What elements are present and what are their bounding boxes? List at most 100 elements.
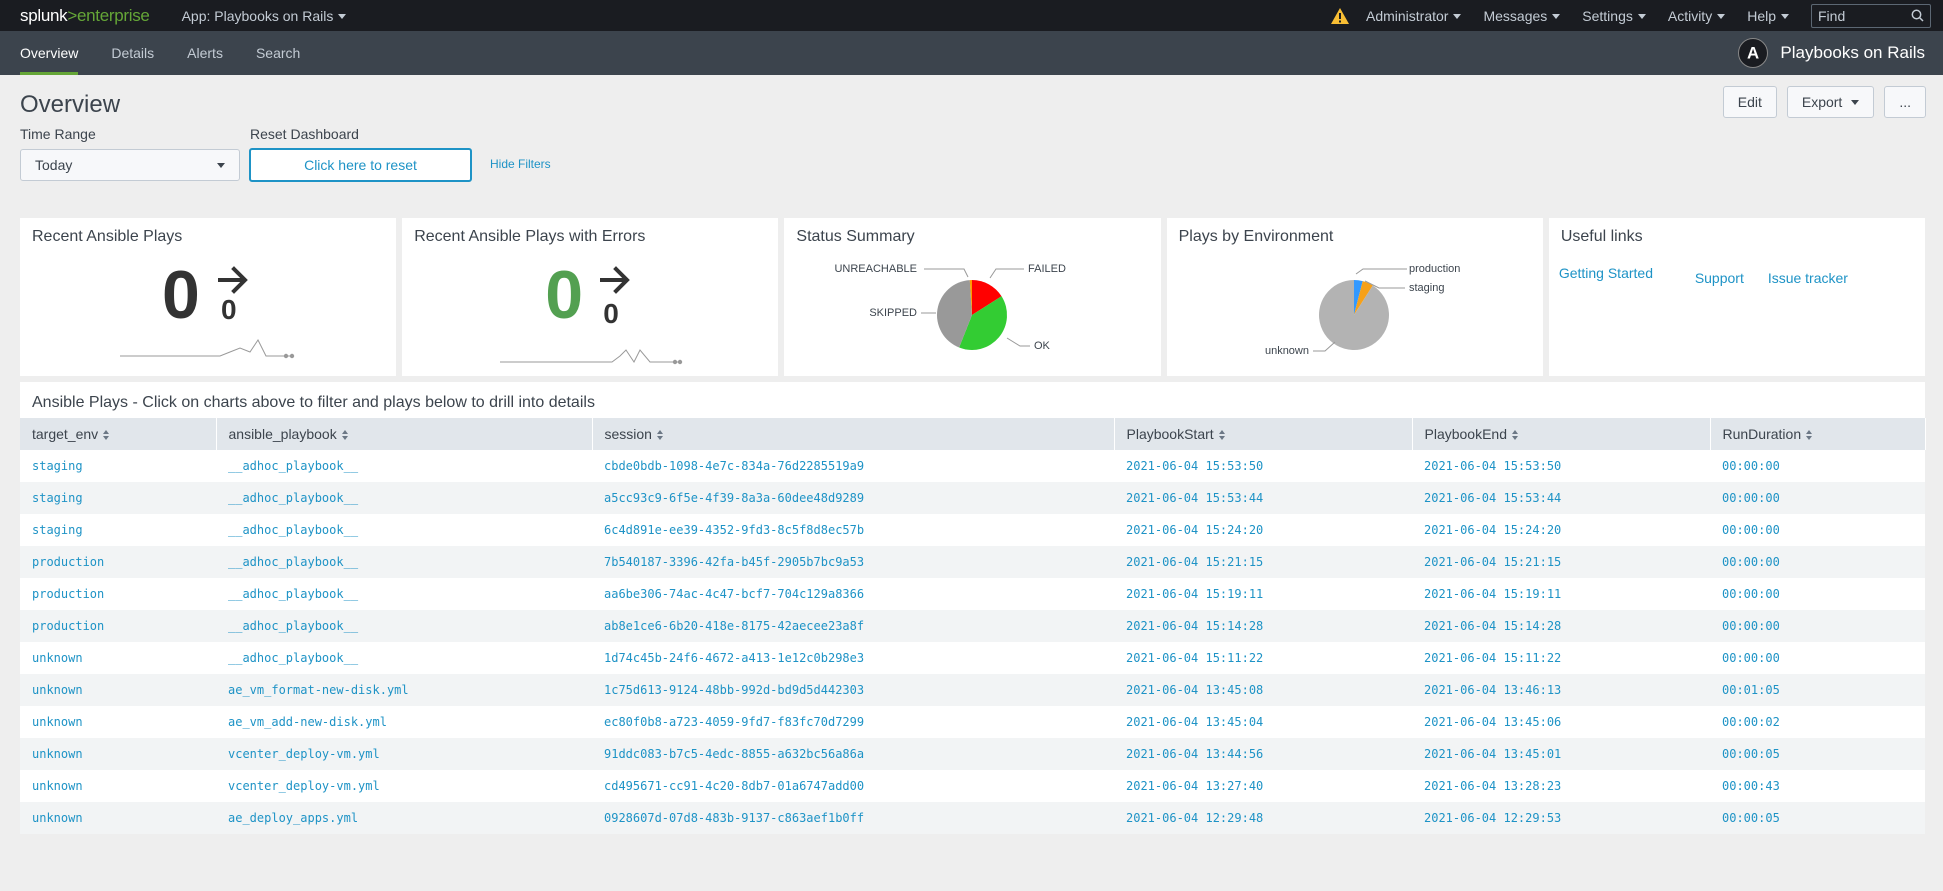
splunk-logo[interactable]: splunk>enterprise bbox=[20, 6, 150, 26]
pie-slice-unknown[interactable] bbox=[1318, 280, 1389, 350]
time-range-select[interactable]: Today bbox=[20, 149, 240, 181]
pie-slice-skipped[interactable] bbox=[937, 280, 973, 348]
table-cell-playbookend[interactable]: 2021-06-04 13:46:13 bbox=[1412, 674, 1710, 706]
table-cell-session[interactable]: ec80f0b8-a723-4059-9fd7-f83fc70d7299 bbox=[592, 706, 1114, 738]
table-cell-playbookstart[interactable]: 2021-06-04 15:14:28 bbox=[1114, 610, 1412, 642]
table-cell-target-env[interactable]: unknown bbox=[20, 802, 216, 834]
pie-slice-unreachable[interactable] bbox=[970, 280, 973, 315]
menu-settings[interactable]: Settings bbox=[1582, 8, 1646, 24]
table-row[interactable]: unknown ae_vm_add-new-disk.yml ec80f0b8-a7… bbox=[20, 706, 1925, 738]
find-input[interactable]: Find bbox=[1811, 3, 1931, 28]
table-cell-playbookend[interactable]: 2021-06-04 13:45:01 bbox=[1412, 738, 1710, 770]
table-cell-playbookend[interactable]: 2021-06-04 15:14:28 bbox=[1412, 610, 1710, 642]
table-cell-target-env[interactable]: staging bbox=[20, 514, 216, 546]
table-cell-session[interactable]: cd495671-cc91-4c20-8db7-01a6747add00 bbox=[592, 770, 1114, 802]
table-cell-runduration[interactable]: 00:00:43 bbox=[1710, 770, 1925, 802]
table-cell-ansible-playbook[interactable]: __adhoc_playbook__ bbox=[216, 450, 592, 482]
table-cell-session[interactable]: 1c75d613-9124-48bb-992d-bd9d5d442303 bbox=[592, 674, 1114, 706]
panel-plays-by-env[interactable]: Plays by Environment production staging … bbox=[1166, 218, 1543, 376]
panel-recent-errors[interactable]: Recent Ansible Plays with Errors 0 0 bbox=[402, 218, 779, 376]
table-row[interactable]: production __adhoc_playbook__ 7b540187-339… bbox=[20, 546, 1925, 578]
table-cell-runduration[interactable]: 00:00:05 bbox=[1710, 802, 1925, 834]
table-cell-session[interactable]: 91ddc083-b7c5-4edc-8855-a632bc56a86a bbox=[592, 738, 1114, 770]
table-cell-target-env[interactable]: staging bbox=[20, 482, 216, 514]
column-header-playbook-end[interactable]: PlaybookEnd bbox=[1412, 418, 1711, 450]
table-cell-ansible-playbook[interactable]: __adhoc_playbook__ bbox=[216, 546, 592, 578]
table-cell-session[interactable]: ab8e1ce6-6b20-418e-8175-42aecee23a8f bbox=[592, 610, 1114, 642]
table-cell-playbookend[interactable]: 2021-06-04 15:21:15 bbox=[1412, 546, 1710, 578]
table-row[interactable]: staging __adhoc_playbook__ a5cc93c9-6f5e-4… bbox=[20, 482, 1925, 514]
table-cell-playbookstart[interactable]: 2021-06-04 15:11:22 bbox=[1114, 642, 1412, 674]
panel-recent-plays[interactable]: Recent Ansible Plays 0 0 bbox=[20, 218, 397, 376]
table-cell-playbookstart[interactable]: 2021-06-04 12:29:48 bbox=[1114, 802, 1412, 834]
pie-slice-failed[interactable] bbox=[972, 280, 1002, 315]
table-cell-playbookend[interactable]: 2021-06-04 15:53:50 bbox=[1412, 450, 1710, 482]
table-row[interactable]: unknown ae_vm_format-new-disk.yml 1c75d613… bbox=[20, 674, 1925, 706]
table-cell-session[interactable]: 0928607d-07d8-483b-9137-c863aef1b0ff bbox=[592, 802, 1114, 834]
table-cell-playbookend[interactable]: 2021-06-04 15:53:44 bbox=[1412, 482, 1710, 514]
table-cell-session[interactable]: a5cc93c9-6f5e-4f39-8a3a-60dee48d9289 bbox=[592, 482, 1114, 514]
column-header-session[interactable]: session bbox=[592, 418, 1115, 450]
table-cell-runduration[interactable]: 00:00:00 bbox=[1710, 610, 1925, 642]
table-cell-playbookend[interactable]: 2021-06-04 13:28:23 bbox=[1412, 770, 1710, 802]
pie-slice-production[interactable] bbox=[1353, 280, 1363, 315]
table-cell-runduration[interactable]: 00:00:00 bbox=[1710, 482, 1925, 514]
table-cell-playbookend[interactable]: 2021-06-04 15:11:22 bbox=[1412, 642, 1710, 674]
table-cell-runduration[interactable]: 00:00:00 bbox=[1710, 578, 1925, 610]
table-cell-ansible-playbook[interactable]: __adhoc_playbook__ bbox=[216, 578, 592, 610]
table-cell-playbookend[interactable]: 2021-06-04 15:19:11 bbox=[1412, 578, 1710, 610]
tab-search[interactable]: Search bbox=[243, 31, 313, 75]
table-cell-ansible-playbook[interactable]: ae_vm_add-new-disk.yml bbox=[216, 706, 592, 738]
hide-filters-link[interactable]: Hide Filters bbox=[490, 157, 551, 171]
column-header-ansible-playbook[interactable]: ansible_playbook bbox=[216, 418, 593, 450]
table-cell-playbookstart[interactable]: 2021-06-04 13:44:56 bbox=[1114, 738, 1412, 770]
table-cell-target-env[interactable]: unknown bbox=[20, 770, 216, 802]
table-cell-runduration[interactable]: 00:00:00 bbox=[1710, 546, 1925, 578]
tab-details[interactable]: Details bbox=[98, 31, 167, 75]
table-row[interactable]: production __adhoc_playbook__ aa6be306-74a… bbox=[20, 578, 1925, 610]
table-cell-ansible-playbook[interactable]: __adhoc_playbook__ bbox=[216, 642, 592, 674]
table-cell-target-env[interactable]: production bbox=[20, 578, 216, 610]
column-header-run-duration[interactable]: RunDuration bbox=[1710, 418, 1926, 450]
column-header-target-env[interactable]: target_env bbox=[20, 418, 217, 450]
table-cell-playbookstart[interactable]: 2021-06-04 13:27:40 bbox=[1114, 770, 1412, 802]
table-row[interactable]: unknown __adhoc_playbook__ 1d74c45b-24f6-4… bbox=[20, 642, 1925, 674]
table-cell-playbookstart[interactable]: 2021-06-04 15:53:44 bbox=[1114, 482, 1412, 514]
column-header-playbook-start[interactable]: PlaybookStart bbox=[1114, 418, 1413, 450]
pie-slice-ok[interactable] bbox=[959, 296, 1008, 350]
table-row[interactable]: unknown vcenter_deploy-vm.yml cd495671-cc9… bbox=[20, 770, 1925, 802]
menu-messages[interactable]: Messages bbox=[1483, 8, 1561, 24]
app-menu[interactable]: App: Playbooks on Rails bbox=[182, 8, 347, 24]
table-cell-target-env[interactable]: production bbox=[20, 546, 216, 578]
table-cell-runduration[interactable]: 00:00:02 bbox=[1710, 706, 1925, 738]
table-cell-session[interactable]: 6c4d891e-ee39-4352-9fd3-8c5f8d8ec57b bbox=[592, 514, 1114, 546]
table-cell-ansible-playbook[interactable]: __adhoc_playbook__ bbox=[216, 610, 592, 642]
table-cell-ansible-playbook[interactable]: ae_deploy_apps.yml bbox=[216, 802, 592, 834]
menu-administrator[interactable]: Administrator bbox=[1366, 8, 1462, 24]
link-issue-tracker[interactable]: Issue tracker bbox=[1767, 270, 1848, 286]
table-cell-session[interactable]: cbde0bdb-1098-4e7c-834a-76d2285519a9 bbox=[592, 450, 1114, 482]
table-cell-playbookstart[interactable]: 2021-06-04 13:45:08 bbox=[1114, 674, 1412, 706]
table-cell-ansible-playbook[interactable]: vcenter_deploy-vm.yml bbox=[216, 770, 592, 802]
table-cell-target-env[interactable]: unknown bbox=[20, 738, 216, 770]
table-cell-target-env[interactable]: production bbox=[20, 610, 216, 642]
table-cell-runduration[interactable]: 00:00:05 bbox=[1710, 738, 1925, 770]
more-button[interactable]: ... bbox=[1884, 86, 1926, 118]
menu-activity[interactable]: Activity bbox=[1668, 8, 1726, 24]
table-row[interactable]: unknown vcenter_deploy-vm.yml 91ddc083-b7c… bbox=[20, 738, 1925, 770]
table-cell-ansible-playbook[interactable]: __adhoc_playbook__ bbox=[216, 482, 592, 514]
table-cell-ansible-playbook[interactable]: ae_vm_format-new-disk.yml bbox=[216, 674, 592, 706]
tab-overview[interactable]: Overview bbox=[7, 31, 91, 75]
menu-help[interactable]: Help bbox=[1747, 8, 1789, 24]
table-cell-target-env[interactable]: unknown bbox=[20, 674, 216, 706]
table-cell-playbookend[interactable]: 2021-06-04 15:24:20 bbox=[1412, 514, 1710, 546]
table-cell-playbookend[interactable]: 2021-06-04 13:45:06 bbox=[1412, 706, 1710, 738]
table-cell-playbookstart[interactable]: 2021-06-04 15:19:11 bbox=[1114, 578, 1412, 610]
table-cell-runduration[interactable]: 00:00:00 bbox=[1710, 450, 1925, 482]
table-row[interactable]: staging __adhoc_playbook__ 6c4d891e-ee39-4… bbox=[20, 514, 1925, 546]
table-cell-ansible-playbook[interactable]: __adhoc_playbook__ bbox=[216, 514, 592, 546]
table-row[interactable]: production __adhoc_playbook__ ab8e1ce6-6b2… bbox=[20, 610, 1925, 642]
table-cell-playbookstart[interactable]: 2021-06-04 15:53:50 bbox=[1114, 450, 1412, 482]
table-cell-target-env[interactable]: unknown bbox=[20, 706, 216, 738]
link-getting-started[interactable]: Getting Started bbox=[1558, 265, 1653, 281]
